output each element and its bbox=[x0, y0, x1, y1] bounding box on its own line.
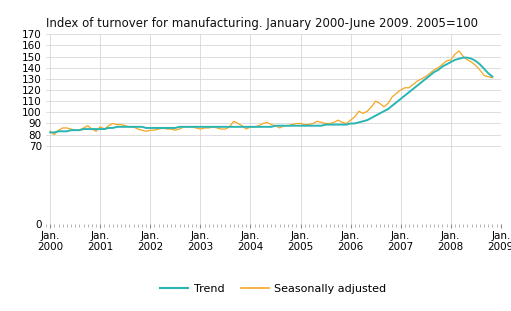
Text: Index of turnover for manufacturing. January 2000-June 2009. 2005=100: Index of turnover for manufacturing. Jan… bbox=[46, 17, 478, 30]
Legend: Trend, Seasonally adjusted: Trend, Seasonally adjusted bbox=[156, 279, 391, 298]
